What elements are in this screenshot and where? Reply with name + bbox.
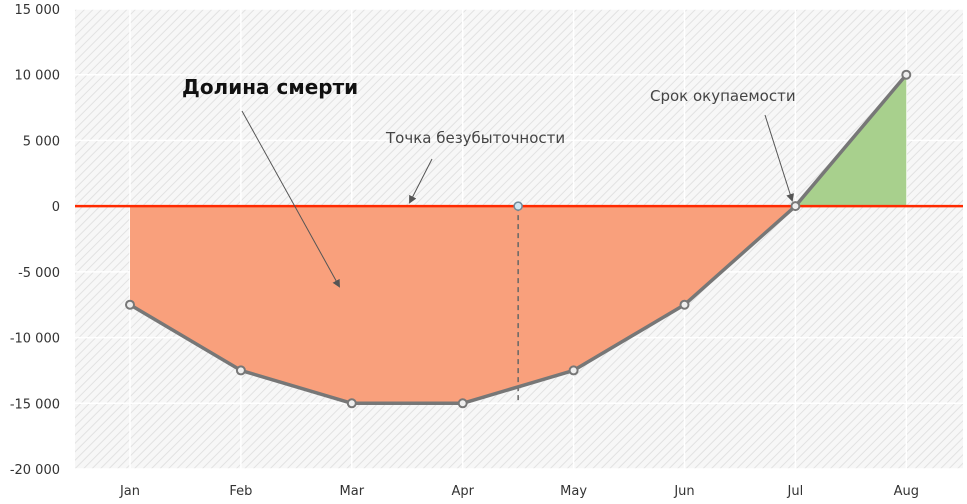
annotation-death-valley: Долина смерти — [182, 75, 358, 99]
negative-area — [130, 206, 796, 404]
series-line — [129, 73, 908, 406]
y-tick-label: 10 000 — [15, 69, 61, 84]
x-tick-label: Aug — [894, 484, 919, 499]
annotation-arrow — [241, 110, 340, 288]
y-axis-ticks: 15 000 10 000 5 000 0 -5 000 -10 000 -15 000 -2… — [10, 3, 60, 478]
y-tick-label: -15 000 — [10, 397, 60, 412]
x-tick-label: Jul — [787, 484, 804, 499]
annotation-arrow — [409, 158, 433, 204]
data-point — [125, 299, 135, 310]
y-tick-label: -20 000 — [10, 463, 60, 478]
y-tick-label: -5 000 — [18, 266, 60, 281]
annotation-break-even: Точка безубыточности — [385, 129, 565, 147]
x-tick-label: Jun — [673, 484, 694, 499]
y-tick-label: 0 — [52, 200, 60, 215]
series-group — [125, 69, 912, 409]
x-tick-label: Feb — [229, 484, 252, 499]
annotations: Долина смерти Точка безубыточности Срок ок… — [182, 75, 796, 288]
y-tick-label: 15 000 — [15, 3, 61, 18]
x-tick-label: Jan — [119, 484, 140, 499]
data-point — [790, 201, 801, 212]
annotation-arrow — [764, 114, 794, 202]
data-point — [457, 398, 468, 409]
x-tick-label: May — [560, 484, 587, 499]
y-tick-label: 5 000 — [23, 134, 60, 149]
x-tick-label: Mar — [340, 484, 365, 499]
x-axis-ticks: Jan Feb Mar Apr May Jun Jul Aug — [119, 484, 919, 499]
data-point — [235, 365, 246, 376]
annotation-payback: Срок окупаемости — [650, 87, 796, 105]
data-point — [568, 365, 579, 376]
data-point — [679, 299, 690, 310]
data-point — [346, 398, 357, 409]
data-point — [901, 69, 912, 80]
break-even-point — [513, 201, 523, 211]
x-tick-label: Apr — [451, 484, 474, 499]
y-tick-label: -10 000 — [10, 332, 60, 347]
